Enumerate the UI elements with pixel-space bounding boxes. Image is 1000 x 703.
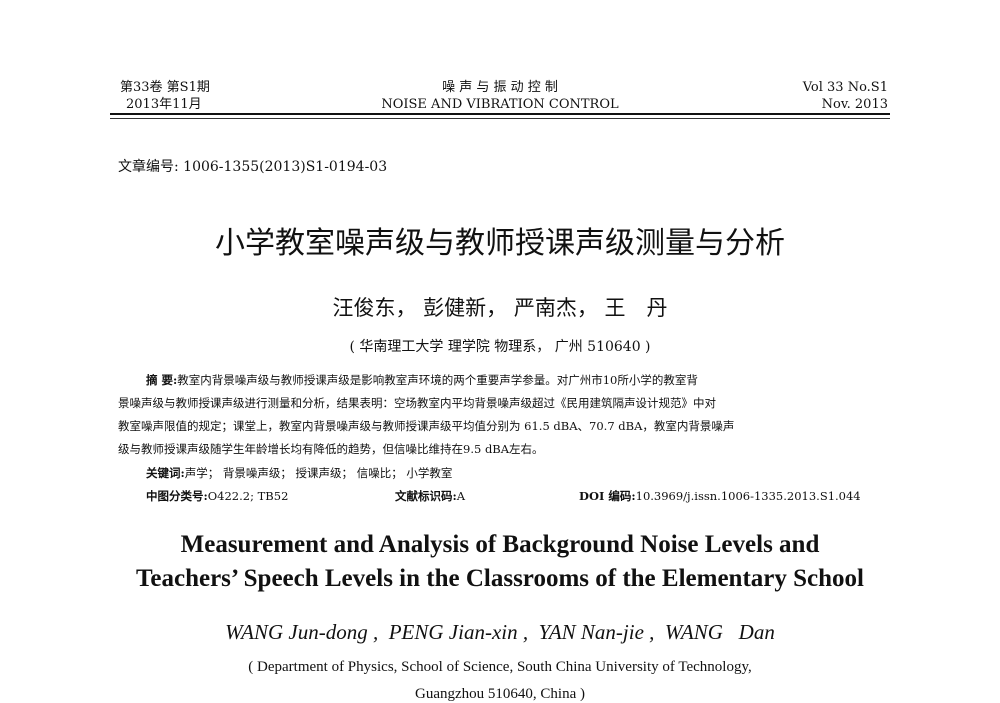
- affiliation-en-line-2: Guangzhou 510640, China ): [415, 686, 585, 702]
- title-en-line-1: Measurement and Analysis of Background N…: [180, 531, 820, 558]
- journal-volume-issue: 第33卷 第S1期 2013年11月: [120, 79, 210, 113]
- clc-label: 中图分类号:: [146, 489, 208, 503]
- doi-value: 10.3969/j.issn.1006-1335.2013.S1.044: [635, 489, 861, 503]
- keywords-text: 声学； 背景噪声级； 授课声级； 信噪比； 小学教室: [184, 466, 453, 480]
- journal-name-cn: 噪 声 与 振 动 控 制: [442, 80, 558, 95]
- classification-number: 中图分类号:O422.2; TB52: [118, 485, 916, 508]
- abstract-text: 教室内背景噪声级与教师授课声级是影响教室声环境的两个重要声学参量。对广州市10所…: [177, 373, 698, 387]
- issue-date-text: 2013年11月: [126, 97, 202, 112]
- keywords: 关键词:声学； 背景噪声级； 授课声级； 信噪比； 小学教室: [118, 462, 916, 485]
- title-en-line-2: Teachers’ Speech Levels in the Classroom…: [136, 565, 864, 592]
- authors-en: WANG Jun-dong , PENG Jian-xin , YAN Nan-…: [225, 620, 775, 644]
- doi: DOI 编码:10.3969/j.issn.1006-1335.2013.S1.…: [579, 485, 861, 508]
- doc-code-value: A: [456, 489, 466, 503]
- abstract-line-1: 摘 要:教室内背景噪声级与教师授课声级是影响教室声环境的两个重要声学参量。对广州…: [118, 369, 888, 392]
- clc-value: O422.2; TB52: [207, 489, 289, 503]
- header-rule: [110, 113, 890, 115]
- affiliation-en-line-1: ( Department of Physics, School of Scien…: [248, 659, 752, 675]
- journal-volume-en: Vol 33 No.S1 Nov. 2013: [803, 79, 888, 113]
- abstract-line-2: 景噪声级与教师授课声级进行测量和分析，结果表明：空场教室内平均背景噪声级超过《民…: [118, 396, 716, 410]
- doc-code-label: 文献标识码:: [395, 489, 457, 503]
- authors-cn: 汪俊东， 彭健新， 严南杰， 王 丹: [332, 296, 668, 320]
- document-code: 文献标识码:A: [395, 485, 465, 508]
- doi-label: DOI 编码:: [579, 489, 636, 503]
- abstract-label: 摘 要:: [146, 373, 178, 387]
- keywords-label: 关键词:: [146, 466, 185, 480]
- abstract-line-4: 级与教师授课声级随学生年龄增长均有降低的趋势，但信噪比维持在9.5 dBA左右。: [118, 442, 544, 456]
- volume-en-text: Vol 33 No.S1: [802, 80, 888, 95]
- abstract-line-3: 教室噪声限值的规定；课堂上，教室内背景噪声级与教师授课声级平均值分别为 61.5…: [118, 419, 735, 433]
- header-rule-thin: [110, 118, 890, 119]
- affiliation-cn: ( 华南理工大学 理学院 物理系， 广州 510640 ): [349, 339, 651, 355]
- date-en-text: Nov. 2013: [821, 97, 888, 112]
- volume-issue-text: 第33卷 第S1期: [120, 80, 210, 95]
- article-number: 文章编号: 1006-1355(2013)S1-0194-03: [118, 159, 388, 175]
- journal-name: 噪 声 与 振 动 控 制 NOISE AND VIBRATION CONTRO…: [0, 79, 1000, 113]
- title-cn: 小学教室噪声级与教师授课声级测量与分析: [215, 226, 785, 261]
- journal-name-en: NOISE AND VIBRATION CONTROL: [381, 97, 619, 112]
